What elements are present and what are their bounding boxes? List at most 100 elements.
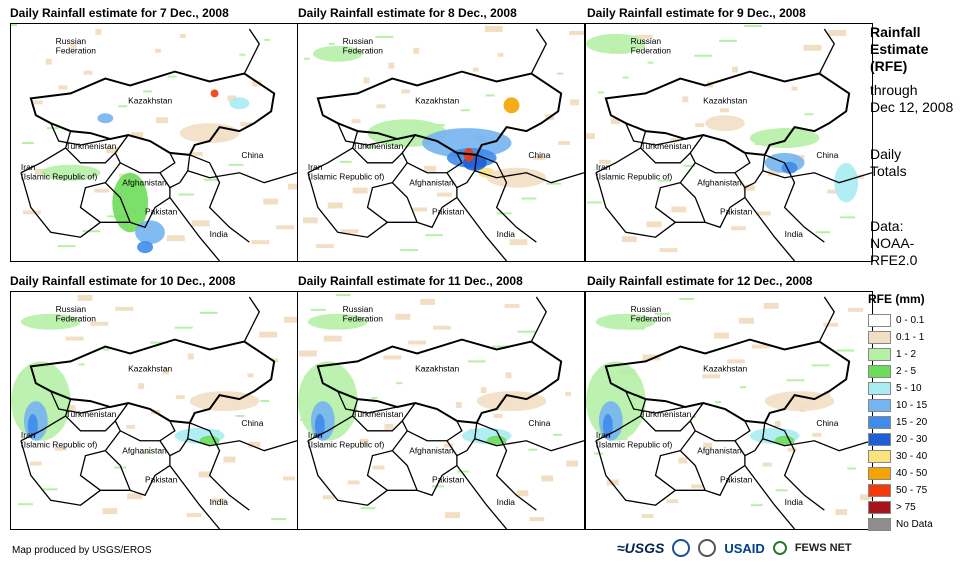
- country-label-russia: Russian Federation: [343, 36, 384, 56]
- rain-speckle: [803, 44, 822, 51]
- region-outline: [29, 70, 276, 156]
- rain-speckle: [352, 187, 368, 194]
- country-label-india: India: [497, 497, 516, 507]
- rain-area: [229, 97, 250, 110]
- country-label-india: India: [210, 229, 229, 239]
- map-canvas: Russian Federation Kazakhstan Turkmenistan I…: [586, 24, 872, 261]
- rain-speckle: [29, 461, 42, 466]
- country-border: [446, 422, 478, 457]
- country-border: [679, 430, 746, 497]
- country-border: [401, 402, 463, 442]
- rain-speckle: [666, 499, 679, 504]
- rain-speckle: [347, 480, 360, 485]
- rain-speckle: [763, 302, 779, 309]
- rain-speckle: [284, 316, 297, 323]
- rain-area: [199, 435, 220, 446]
- rain-speckle: [679, 297, 695, 300]
- legend-item: No Data: [868, 516, 933, 533]
- legend-label: 2 - 5: [896, 366, 917, 377]
- rain-speckle: [516, 490, 529, 497]
- country-border: [366, 450, 418, 491]
- rain-speckle: [190, 151, 203, 156]
- panel-title: Daily Rainfall estimate for 11 Dec., 200…: [298, 274, 523, 288]
- country-border: [189, 154, 250, 243]
- rainfall-map: Russian Federation Kazakhstan Turkmenistan I…: [10, 291, 298, 530]
- legend-item: 1 - 2: [868, 346, 933, 363]
- rain-speckle: [187, 353, 194, 360]
- country-label-turkmenistan: Turkmenistan: [66, 409, 117, 419]
- map-canvas: Russian Federation Kazakhstan Turkmenistan I…: [302, 25, 584, 261]
- rain-speckle: [271, 518, 287, 521]
- country-border: [744, 197, 796, 261]
- side-title: Rainfall Estimate (RFE): [870, 24, 928, 75]
- legend-label: 40 - 50: [896, 468, 928, 479]
- logo-bar: ≈USGS USAID FEWS NET: [617, 539, 852, 557]
- rain-speckle: [175, 395, 185, 400]
- rain-speckle: [400, 249, 419, 252]
- country-border: [50, 122, 111, 146]
- rain-speckle: [95, 28, 102, 35]
- country-label-kazakhstan: Kazakhstan: [128, 95, 172, 105]
- rain-speckle: [388, 62, 395, 69]
- rain-speckle: [727, 359, 745, 364]
- rain-speckle: [102, 508, 118, 515]
- country-border: [476, 154, 537, 243]
- rain-speckle: [94, 188, 110, 193]
- rain-speckle: [460, 109, 470, 112]
- country-border: [20, 440, 101, 506]
- rain-speckle: [247, 373, 254, 378]
- legend-item: 0.1 - 1: [868, 329, 933, 346]
- fews-globe-icon: [772, 541, 787, 555]
- country-border: [337, 122, 398, 146]
- legend-swatch: [868, 331, 891, 344]
- country-label-china: China: [816, 150, 838, 160]
- side-title-line: (RFE): [870, 58, 908, 74]
- country-label-iran: Iran (Islamic Republic of): [596, 430, 673, 450]
- country-border: [187, 170, 297, 184]
- country-label-kazakhstan: Kazakhstan: [415, 95, 459, 105]
- rain-speckle: [497, 52, 504, 57]
- legend-item: 30 - 40: [868, 448, 933, 465]
- rain-speckle: [443, 443, 453, 448]
- rain-speckle: [731, 66, 738, 73]
- rain-area: [834, 162, 859, 203]
- country-label-china: China: [816, 418, 838, 428]
- country-border: [595, 440, 676, 506]
- rain-area: [20, 313, 81, 330]
- rain-speckle: [751, 344, 770, 349]
- rain-speckle: [509, 239, 528, 246]
- rain-area: [137, 241, 154, 254]
- totals-label: Totals: [870, 163, 907, 179]
- side-through: through Dec 12, 2008: [870, 82, 953, 116]
- country-label-afghanistan: Afghanistan: [409, 446, 454, 456]
- country-border: [243, 296, 261, 342]
- country-border: [20, 415, 66, 442]
- rain-speckle: [546, 182, 562, 185]
- through-date: Dec 12, 2008: [870, 99, 954, 115]
- country-border: [64, 398, 129, 432]
- country-label-pakistan: Pakistan: [145, 474, 178, 484]
- rain-speckle: [505, 372, 512, 379]
- rain-area: [476, 391, 547, 411]
- country-label-india: India: [785, 497, 804, 507]
- country-border: [456, 465, 508, 529]
- rain-speckle: [557, 72, 564, 75]
- rain-speckle: [408, 340, 427, 345]
- rain-speckle: [827, 189, 840, 194]
- rain-area: [586, 33, 646, 54]
- rain-speckle: [641, 514, 654, 519]
- rain-speckle: [70, 43, 77, 50]
- rain-speckle: [786, 379, 805, 382]
- rain-speckle: [558, 141, 571, 145]
- country-border: [595, 415, 641, 442]
- rain-speckle: [118, 105, 128, 108]
- country-label-turkmenistan: Turkmenistan: [353, 409, 404, 419]
- country-border: [104, 162, 171, 229]
- rain-speckle: [787, 447, 797, 452]
- panel-title: Daily Rainfall estimate for 7 Dec., 2008: [10, 6, 229, 20]
- country-border: [639, 130, 704, 164]
- rain-speckle: [396, 382, 403, 385]
- legend-label: 10 - 15: [896, 400, 928, 411]
- rain-speckle: [493, 413, 503, 418]
- rain-speckle: [401, 89, 411, 94]
